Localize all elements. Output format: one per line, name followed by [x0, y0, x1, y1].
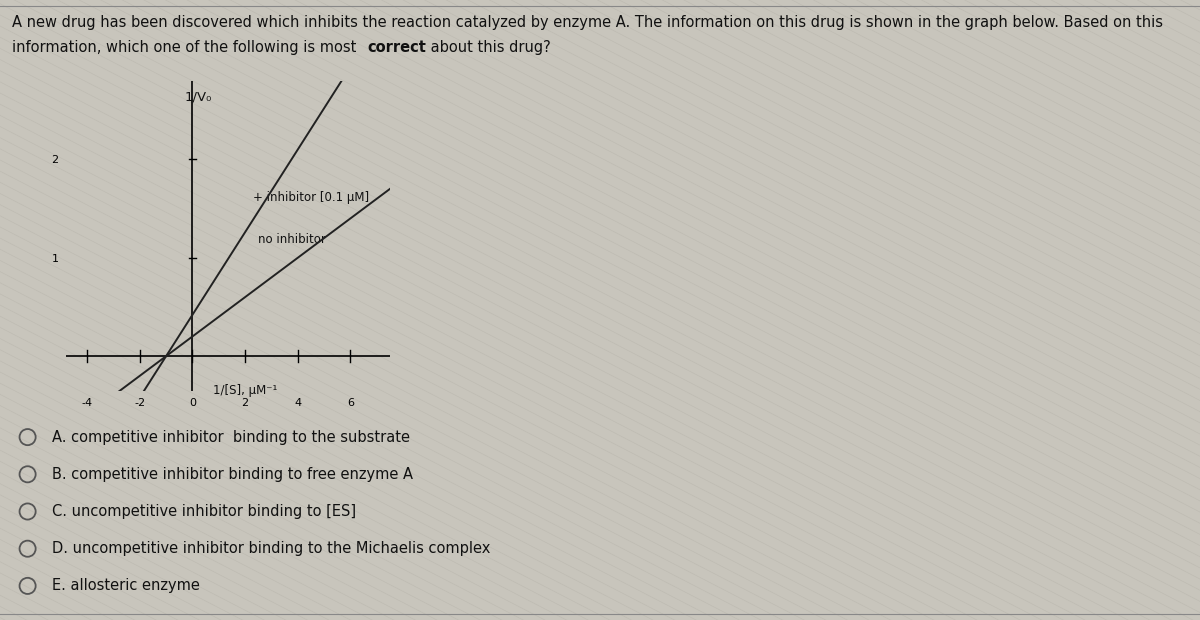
Text: D. uncompetitive inhibitor binding to the Michaelis complex: D. uncompetitive inhibitor binding to th…	[52, 541, 490, 556]
Text: A. competitive inhibitor  binding to the substrate: A. competitive inhibitor binding to the …	[52, 430, 409, 445]
Text: no inhibitor: no inhibitor	[258, 233, 326, 246]
Text: about this drug?: about this drug?	[426, 40, 551, 55]
Text: A new drug has been discovered which inhibits the reaction catalyzed by enzyme A: A new drug has been discovered which inh…	[12, 16, 1163, 30]
Text: C. uncompetitive inhibitor binding to [ES]: C. uncompetitive inhibitor binding to [E…	[52, 504, 355, 519]
Text: information, which one of the following is most: information, which one of the following …	[12, 40, 361, 55]
Text: + inhibitor [0.1 μM]: + inhibitor [0.1 μM]	[253, 190, 370, 203]
Text: E. allosteric enzyme: E. allosteric enzyme	[52, 578, 199, 593]
Text: correct: correct	[367, 40, 426, 55]
Text: B. competitive inhibitor binding to free enzyme A: B. competitive inhibitor binding to free…	[52, 467, 413, 482]
Text: 1/V₀: 1/V₀	[185, 91, 212, 104]
Text: 1/[S], μM⁻¹: 1/[S], μM⁻¹	[212, 384, 277, 397]
